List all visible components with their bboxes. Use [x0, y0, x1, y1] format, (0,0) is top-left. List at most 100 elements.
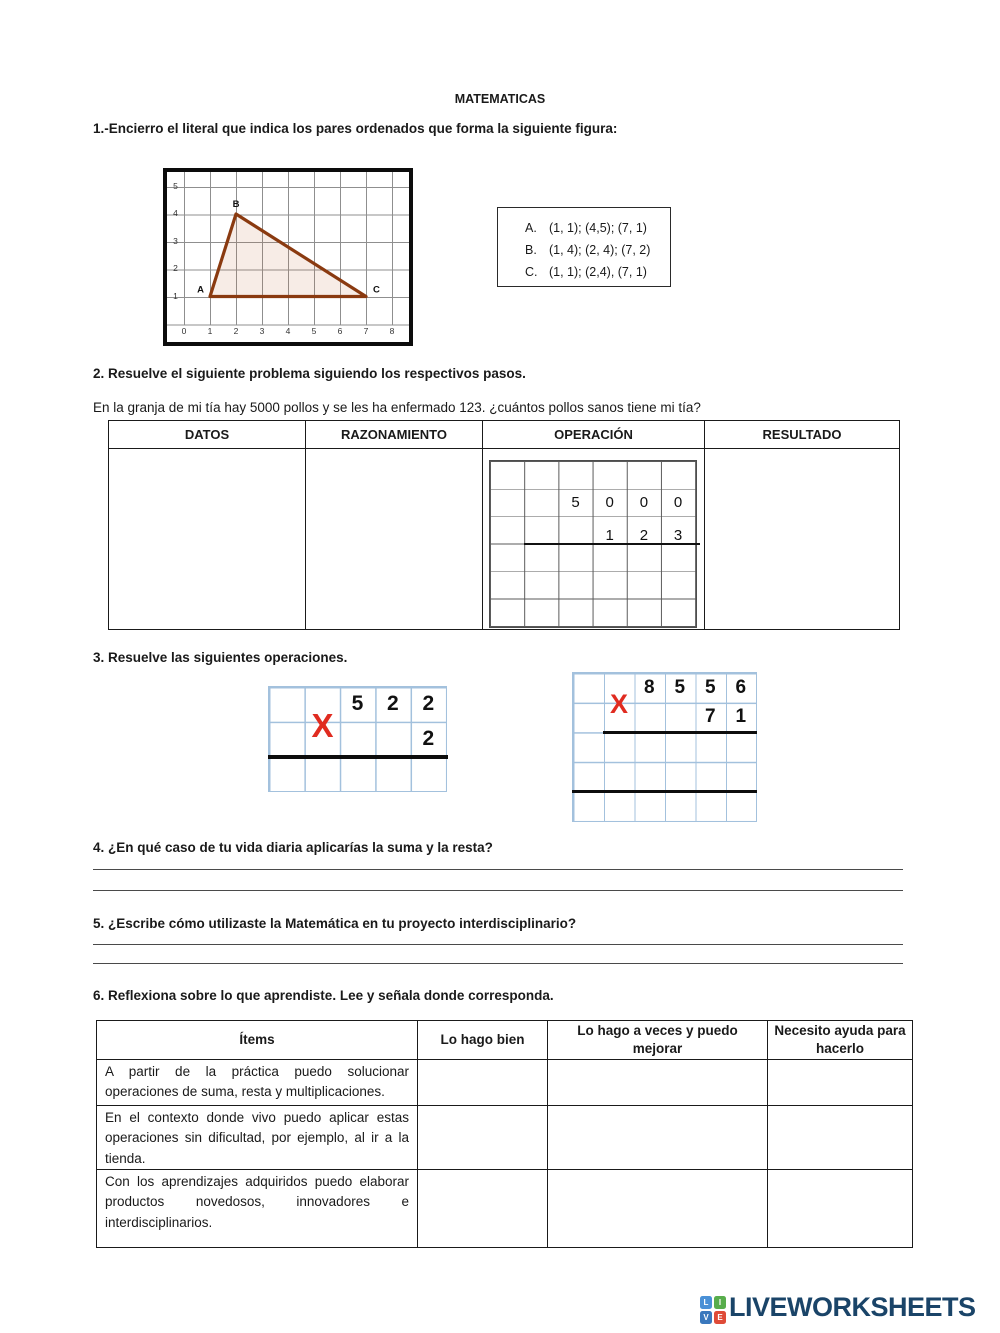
razonamiento-cell[interactable]	[305, 448, 482, 629]
answer-line[interactable]	[93, 944, 903, 945]
logo-square-e: E	[714, 1311, 726, 1324]
q3-heading: 3. Resuelve las siguientes operaciones.	[93, 650, 348, 665]
check-cell[interactable]	[547, 1105, 767, 1169]
grid-digit: 8	[643, 676, 655, 698]
operacion-cell: 5 0 0 0 1 2 3	[482, 448, 704, 629]
svg-text:B: B	[233, 199, 240, 210]
grid-digit: 0	[673, 493, 683, 511]
q2-heading: 2. Resuelve el siguiente problema siguie…	[93, 366, 526, 381]
check-cell[interactable]	[767, 1059, 912, 1105]
subtraction-work-grid[interactable]: 5 0 0 0 1 2 3	[489, 460, 700, 628]
y-tick-label: 3	[173, 235, 178, 246]
problem-steps-table: DATOS RAZONAMIENTO OPERACIÓN RESULTADO 5…	[108, 420, 900, 630]
col-header-resultado: RESULTADO	[704, 421, 899, 448]
y-tick-label: 1	[173, 290, 178, 301]
check-cell[interactable]	[417, 1105, 547, 1169]
subtraction-line	[524, 542, 700, 545]
q4-heading: 4. ¿En qué caso de tu vida diaria aplica…	[93, 840, 493, 855]
result-line	[268, 755, 448, 759]
check-cell[interactable]	[417, 1059, 547, 1105]
col-header-operacion: OPERACIÓN	[482, 421, 704, 448]
grid-digit: 2	[422, 727, 435, 751]
grid-digit: 1	[605, 526, 614, 544]
logo-square-i: I	[714, 1296, 726, 1309]
x-tick-label: 1	[207, 326, 213, 336]
x-tick-label: 3	[259, 326, 265, 336]
reflection-item-1: A partir de la práctica puedo solucionar…	[97, 1059, 417, 1105]
grid-digit: 5	[351, 692, 364, 716]
check-cell[interactable]	[547, 1169, 767, 1247]
option-c[interactable]: C. (1, 1); (2,4), (7, 1)	[525, 261, 670, 283]
grid-digit: 2	[639, 526, 649, 544]
coordinate-plane-figure: A B C 0 1 2 3 4 5 6 7 8 1 2 3 4 5	[163, 168, 413, 346]
liveworksheets-wordmark: LIVEWORKSHEETS	[729, 1292, 976, 1322]
answer-line[interactable]	[93, 963, 903, 964]
q5-heading: 5. ¿Escribe cómo utilizaste la Matemátic…	[93, 916, 577, 931]
triangle-figure: A B C	[197, 199, 380, 299]
x-tick-label: 0	[181, 326, 187, 336]
logo-square-v: V	[700, 1311, 712, 1324]
result-line	[572, 790, 757, 793]
grid-digit: 2	[387, 692, 399, 716]
option-b-letter: B.	[525, 243, 537, 257]
grid-digit: 3	[673, 526, 683, 544]
graph-horizontal-gridlines	[167, 186, 409, 326]
liveworksheets-icon: L I V E	[700, 1296, 726, 1324]
x-tick-label: 7	[363, 326, 369, 336]
check-cell[interactable]	[767, 1169, 912, 1247]
x-tick-label: 5	[311, 326, 317, 336]
page-title: MATEMATICAS	[454, 92, 546, 106]
option-a-letter: A.	[525, 221, 537, 235]
check-cell[interactable]	[547, 1059, 767, 1105]
liveworksheets-logo[interactable]: L I V E LIVEWORKSHEETS	[700, 1291, 976, 1324]
x-tick-label: 4	[285, 326, 291, 336]
y-tick-label: 5	[173, 180, 178, 191]
x-tick-label: 6	[337, 326, 343, 336]
option-a-value: (1, 1); (4,5); (7, 1)	[549, 221, 647, 235]
multiplication-x-icon: X	[609, 688, 628, 719]
y-tick-label: 2	[173, 263, 178, 273]
svg-text:C: C	[373, 285, 380, 296]
reflection-item-2: En el contexto donde vivo puedo aplicar …	[97, 1105, 417, 1169]
answer-line[interactable]	[93, 890, 903, 891]
option-c-value: (1, 1); (2,4), (7, 1)	[549, 265, 647, 279]
q2-problem-text: En la granja de mi tía hay 5000 pollos y…	[93, 400, 701, 415]
logo-square-l: L	[700, 1296, 712, 1309]
col-header-items: Ítems	[239, 1032, 275, 1048]
result-line	[603, 730, 757, 734]
datos-cell[interactable]	[109, 448, 305, 629]
grid-digit: 5	[704, 676, 716, 698]
grid-digit: 2	[422, 692, 435, 716]
grid-digit: 0	[605, 493, 614, 511]
multiplication-x-icon: X	[311, 707, 334, 744]
grid-digit: 7	[704, 706, 716, 728]
option-a[interactable]: A. (1, 1); (4,5); (7, 1)	[525, 217, 670, 239]
col-header-datos: DATOS	[184, 427, 230, 442]
grid-digit: 6	[735, 676, 747, 698]
grid-digit: 1	[735, 706, 747, 728]
q1-heading: 1.-Encierro el literal que indica los pa…	[93, 121, 618, 136]
check-cell[interactable]	[417, 1169, 547, 1247]
grid-digit: 5	[674, 676, 686, 698]
col-header-lo-hago-bien: Lo hago bien	[417, 1021, 547, 1059]
svg-text:A: A	[197, 285, 204, 296]
reflection-table: Ítems Lo hago bien Lo hago a veces y pue…	[96, 1020, 913, 1248]
y-tick-label: 4	[173, 208, 178, 218]
x-tick-label: 2	[233, 326, 239, 336]
option-b-value: (1, 4); (2, 4); (7, 2)	[549, 243, 651, 257]
x-tick-label: 8	[389, 326, 395, 336]
option-b[interactable]: B. (1, 4); (2, 4); (7, 2)	[525, 239, 670, 261]
col-header-necesito-ayuda: Necesito ayuda para hacerlo	[767, 1021, 912, 1059]
answer-options-box: A. (1, 1); (4,5); (7, 1) B. (1, 4); (2, …	[497, 207, 671, 287]
check-cell[interactable]	[767, 1105, 912, 1169]
option-c-letter: C.	[525, 265, 538, 279]
q6-heading: 6. Reflexiona sobre lo que aprendiste. L…	[93, 988, 554, 1003]
answer-line[interactable]	[93, 869, 903, 870]
col-header-razonamiento: RAZONAMIENTO	[305, 421, 482, 448]
reflection-item-3: Con los aprendizajes adquiridos puedo el…	[97, 1169, 417, 1247]
resultado-cell[interactable]	[704, 448, 899, 629]
col-header-a-veces: Lo hago a veces y puedo mejorar	[547, 1021, 767, 1059]
